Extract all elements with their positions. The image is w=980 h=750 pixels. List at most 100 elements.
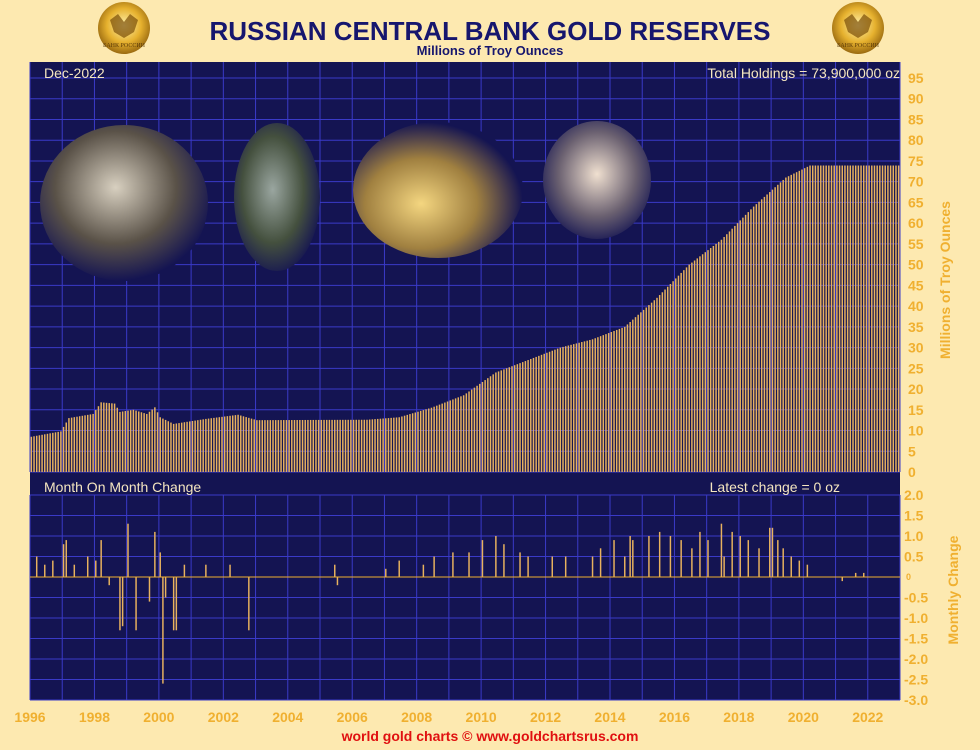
x-tick-label: 2008 <box>401 709 432 725</box>
y-tick-label: 70 <box>908 174 924 190</box>
holdings-bar <box>33 436 35 472</box>
holdings-bar <box>382 418 384 472</box>
date-label: Dec-2022 <box>44 65 105 81</box>
y-tick-label: 65 <box>908 194 924 210</box>
holdings-bar <box>221 416 223 472</box>
holdings-bar <box>417 411 419 472</box>
holdings-bar <box>828 165 830 473</box>
y-axis-holdings: 0 5 10 15 20 25 30 35 40 45 50 55 60 65 70 75 80 85 90 95 <box>908 70 924 480</box>
change-bar <box>720 523 723 577</box>
holdings-bar <box>116 407 119 472</box>
change-bar <box>669 536 672 577</box>
holdings-bar <box>806 166 809 473</box>
holdings-bar <box>709 248 712 472</box>
holdings-bar <box>777 184 779 472</box>
holdings-bar <box>543 353 545 472</box>
holdings-bar <box>307 419 309 472</box>
holdings-bar <box>68 418 70 472</box>
holdings-bar <box>465 393 468 472</box>
bank-emblem-right: БАНК РОССИИ <box>832 2 884 54</box>
holdings-bar <box>76 416 78 472</box>
holdings-bar <box>403 415 406 472</box>
holdings-bar <box>658 295 661 472</box>
holdings-bar <box>704 252 707 472</box>
holdings-bar <box>718 241 720 472</box>
holdings-bar <box>535 356 537 472</box>
holdings-bar <box>642 309 645 472</box>
holdings-bar <box>175 423 178 472</box>
holdings-bar <box>229 415 231 472</box>
change-bar <box>433 556 435 577</box>
holdings-bar <box>154 407 156 472</box>
y-tick-label: 45 <box>908 277 924 293</box>
latest-change-annotation: Latest change = 0 oz <box>710 479 840 495</box>
x-tick-label: 2006 <box>337 709 368 725</box>
holdings-bar <box>368 419 371 472</box>
holdings-bar <box>414 412 417 472</box>
holdings-bar <box>164 419 167 472</box>
holdings-bar <box>296 420 298 472</box>
holdings-bar <box>795 172 798 472</box>
holdings-bar <box>583 341 586 472</box>
holdings-bar <box>578 342 580 472</box>
holdings-bar <box>245 417 247 472</box>
holdings-bar <box>253 419 255 472</box>
holdings-bar <box>798 170 801 472</box>
holdings-bar <box>409 414 411 472</box>
holdings-bar <box>325 419 328 472</box>
holdings-bar <box>787 176 790 472</box>
holdings-bar <box>744 214 747 472</box>
holdings-bar <box>105 402 108 472</box>
holdings-bar <box>473 387 476 472</box>
holdings-bar <box>589 339 591 472</box>
change-bar <box>175 577 178 631</box>
change-bar <box>100 540 102 577</box>
holdings-bar <box>231 415 234 472</box>
holdings-bar <box>897 165 900 473</box>
holdings-bar <box>100 402 102 472</box>
holdings-bar <box>248 417 250 472</box>
holdings-bar <box>532 357 535 472</box>
x-tick-label: 1996 <box>14 709 45 725</box>
holdings-bar <box>140 412 143 472</box>
y-tick-label: 2.0 <box>904 487 924 503</box>
holdings-bar <box>146 413 148 472</box>
change-bar <box>599 548 602 577</box>
holdings-bar <box>838 165 841 473</box>
holdings-bar <box>54 432 57 472</box>
y-tick-label: 5 <box>908 443 916 459</box>
change-bar <box>334 564 336 577</box>
holdings-bar <box>567 345 570 472</box>
y-tick-label: 85 <box>908 111 924 127</box>
holdings-bar <box>594 338 596 472</box>
holdings-bar <box>129 410 132 472</box>
holdings-bar <box>701 254 704 472</box>
y-tick-label: 60 <box>908 215 924 231</box>
holdings-bar <box>511 366 513 472</box>
holdings-bar <box>677 275 680 472</box>
holdings-bar <box>801 169 803 472</box>
change-bar <box>564 556 567 577</box>
change-bar <box>771 527 774 577</box>
holdings-bar <box>863 165 865 473</box>
holdings-bar <box>763 196 766 472</box>
holdings-bar <box>250 418 253 472</box>
holdings-bar <box>492 374 494 472</box>
change-bar <box>747 540 750 577</box>
holdings-bar <box>607 333 610 472</box>
holdings-bar <box>637 314 639 472</box>
y-tick-label: 15 <box>908 402 924 418</box>
holdings-bar <box>320 419 323 472</box>
holdings-bar <box>309 419 312 472</box>
holdings-bar <box>728 231 731 472</box>
emblem-text-right: БАНК РОССИИ <box>837 43 880 49</box>
holdings-bar <box>360 419 363 472</box>
holdings-bar <box>540 354 543 472</box>
photo-strip <box>40 121 651 281</box>
change-bar <box>769 527 771 577</box>
holdings-bar <box>774 187 776 472</box>
holdings-bar <box>734 225 736 472</box>
holdings-bar <box>454 398 457 472</box>
holdings-bar <box>546 352 548 472</box>
change-bar <box>62 544 65 577</box>
